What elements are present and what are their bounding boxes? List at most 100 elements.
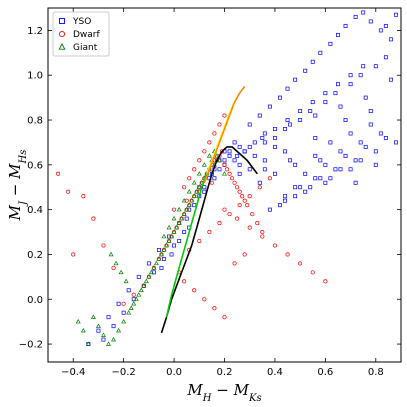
point-dwarf (242, 252, 247, 257)
point-dwarf (91, 216, 96, 221)
point-giant (138, 287, 144, 293)
point-yso (318, 158, 323, 163)
point-giant (194, 189, 200, 194)
point-giant (166, 238, 172, 243)
point-yso (262, 167, 267, 172)
point-dwarf (222, 113, 227, 118)
point-dwarf (245, 203, 250, 208)
point-yso (298, 118, 303, 122)
point-yso (162, 256, 166, 261)
point-yso (283, 198, 287, 203)
legend: YSO Dwarf Giant (52, 11, 110, 57)
plot-frame (47, 7, 402, 363)
point-yso (373, 162, 378, 167)
x-tick-label: 0.6 (317, 367, 333, 378)
point-yso (116, 301, 121, 306)
point-giant (158, 251, 164, 257)
point-yso (328, 140, 333, 145)
point-yso (121, 310, 126, 315)
point-yso (328, 176, 333, 181)
y-tick-label: −0.2 (19, 340, 43, 351)
point-dwarf (227, 171, 232, 176)
point-giant (146, 274, 152, 279)
point-yso (232, 158, 237, 163)
point-yso (303, 171, 308, 176)
point-yso (237, 171, 242, 176)
point-yso (202, 185, 207, 190)
point-yso (159, 265, 164, 270)
legend-marker-giant (58, 43, 66, 50)
series-giant (75, 148, 227, 346)
point-dwarf (257, 185, 262, 190)
point-yso (126, 288, 131, 293)
point-giant (191, 193, 197, 198)
y-tick-label: 0.6 (27, 160, 43, 171)
point-yso (318, 176, 323, 181)
point-dwarf (101, 243, 106, 248)
point-yso (247, 144, 252, 149)
point-yso (267, 104, 272, 109)
point-yso (358, 73, 363, 78)
point-yso (394, 12, 398, 17)
point-yso (146, 261, 151, 266)
point-yso (378, 28, 383, 33)
point-giant (153, 260, 159, 266)
point-dwarf (217, 122, 222, 127)
point-yso (106, 315, 111, 320)
point-yso (323, 91, 328, 96)
point-giant (184, 206, 190, 212)
point-dwarf (260, 234, 265, 239)
point-yso (283, 194, 287, 199)
point-yso (298, 185, 303, 190)
y-axis-label: MJ − MHs (6, 150, 29, 222)
point-yso (336, 82, 340, 87)
point-yso (323, 180, 328, 185)
model-curves (160, 85, 258, 334)
point-yso (323, 100, 328, 105)
y-axis-ticks: −0.2 0.0 0.2 0.4 0.6 0.8 1.0 1.2 (19, 26, 401, 351)
legend-marker-dwarf (58, 30, 66, 38)
point-yso (353, 158, 358, 163)
point-dwarf (182, 279, 187, 284)
point-yso (361, 10, 366, 15)
point-giant (161, 247, 167, 252)
point-yso (272, 171, 277, 176)
point-giant (191, 180, 197, 185)
point-yso (394, 140, 398, 145)
x-tick-label: 0.2 (217, 367, 233, 378)
point-dwarf (111, 265, 116, 270)
point-dwarf (66, 189, 71, 194)
point-yso (227, 149, 232, 154)
point-dwarf (232, 180, 237, 185)
x-tick-label: −0.2 (111, 367, 135, 378)
point-yso (338, 149, 343, 154)
y-tick-label: 0.4 (27, 205, 43, 216)
point-giant (164, 242, 170, 248)
point-yso (368, 109, 373, 114)
point-yso (242, 149, 247, 154)
point-yso (177, 239, 182, 243)
point-yso (222, 158, 227, 163)
point-yso (313, 153, 318, 158)
point-dwarf (310, 270, 315, 275)
point-dwarf (247, 194, 252, 199)
point-dwarf (247, 225, 252, 230)
point-yso (182, 230, 187, 235)
point-yso (338, 104, 343, 109)
point-giant (100, 332, 106, 337)
point-dwarf (81, 194, 86, 199)
point-yso (298, 109, 303, 114)
point-yso (267, 207, 272, 212)
point-giant (141, 283, 147, 288)
point-yso (136, 274, 141, 279)
point-yso (212, 176, 217, 181)
point-giant (222, 171, 227, 176)
x-axis-label: MH − MKs (186, 381, 261, 404)
point-yso (338, 167, 343, 172)
point-dwarf (217, 221, 222, 226)
point-yso (169, 252, 174, 257)
point-dwarf (242, 198, 247, 203)
point-yso (257, 113, 262, 118)
point-giant (126, 309, 132, 315)
point-dwarf (237, 203, 242, 208)
